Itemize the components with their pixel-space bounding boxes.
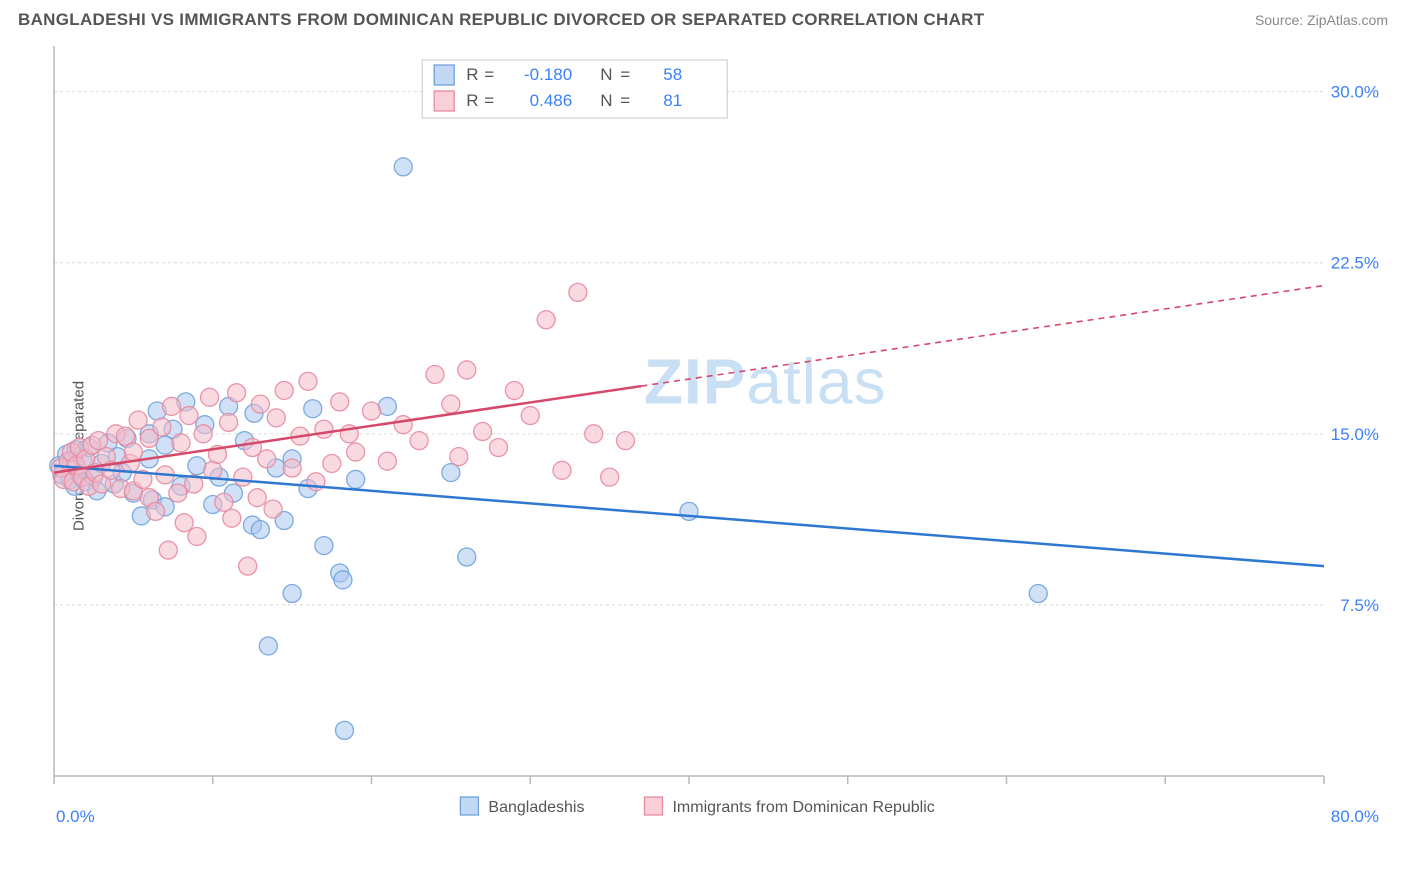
point-dominican [474, 423, 492, 441]
point-bangladeshis [378, 397, 396, 415]
point-dominican [275, 381, 293, 399]
y-tick-label: 15.0% [1331, 425, 1379, 444]
chart-source: Source: ZipAtlas.com [1255, 12, 1388, 28]
point-dominican [248, 489, 266, 507]
point-dominican [617, 432, 635, 450]
point-bangladeshis [394, 158, 412, 176]
point-dominican [490, 439, 508, 457]
chart-header: BANGLADESHI VS IMMIGRANTS FROM DOMINICAN… [0, 0, 1406, 36]
scatter-plot: 7.5% 15.0% 22.5% 30.0% 0.0% 80.0% ZIPatlas R = -0… [44, 36, 1384, 836]
point-dominican [331, 393, 349, 411]
point-dominican [124, 443, 142, 461]
chart-title: BANGLADESHI VS IMMIGRANTS FROM DOMINICAN… [18, 10, 984, 30]
point-dominican [363, 402, 381, 420]
chart-area: Divorced or Separated 7.5%15.0%22.5%30.0… [0, 36, 1406, 876]
point-dominican [394, 416, 412, 434]
point-dominican [153, 418, 171, 436]
r-legend-n-value-dominican: 81 [663, 91, 682, 110]
point-dominican [116, 427, 134, 445]
legend-swatch-dominican [644, 797, 662, 815]
point-dominican [347, 443, 365, 461]
point-dominican [267, 409, 285, 427]
point-dominican [201, 388, 219, 406]
point-dominican [180, 407, 198, 425]
point-dominican [569, 283, 587, 301]
point-bangladeshis [347, 470, 365, 488]
point-dominican [315, 420, 333, 438]
r-legend-eq: = [484, 91, 494, 110]
point-dominican [239, 557, 257, 575]
point-dominican [299, 372, 317, 390]
point-dominican [175, 514, 193, 532]
point-dominican [553, 461, 571, 479]
r-legend-eq: = [620, 65, 630, 84]
legend-label-dominican: Immigrants from Dominican Republic [672, 799, 934, 816]
point-dominican [585, 425, 603, 443]
point-bangladeshis [458, 548, 476, 566]
point-bangladeshis [442, 464, 460, 482]
x-tick-label-min: 0.0% [56, 807, 95, 826]
point-bangladeshis [336, 721, 354, 739]
point-dominican [234, 468, 252, 486]
point-bangladeshis [188, 457, 206, 475]
point-dominican [215, 493, 233, 511]
legend-swatch-bangladeshis [460, 797, 478, 815]
point-dominican [426, 366, 444, 384]
point-dominican [601, 468, 619, 486]
point-dominican [458, 361, 476, 379]
r-legend-r-label: R [466, 91, 478, 110]
point-dominican [323, 454, 341, 472]
point-dominican [264, 500, 282, 518]
point-dominican [147, 502, 165, 520]
point-bangladeshis [315, 537, 333, 555]
point-dominican [378, 452, 396, 470]
point-bangladeshis [259, 637, 277, 655]
r-legend-r-value-bangladeshis: -0.180 [524, 65, 572, 84]
source-label: Source: [1255, 12, 1303, 28]
watermark: ZIPatlas [644, 346, 887, 418]
point-dominican [251, 395, 269, 413]
r-legend-swatch-bangladeshis [434, 65, 454, 85]
r-legend-r-label: R [466, 65, 478, 84]
regression-line-dominican-extrapolated [641, 286, 1324, 387]
r-legend-eq: = [484, 65, 494, 84]
point-dominican [521, 407, 539, 425]
point-dominican [159, 541, 177, 559]
legend-label-bangladeshis: Bangladeshis [488, 799, 584, 816]
r-legend-r-value-dominican: 0.486 [530, 91, 573, 110]
y-tick-label: 22.5% [1331, 254, 1379, 273]
point-bangladeshis [334, 571, 352, 589]
point-dominican [258, 450, 276, 468]
y-tick-label: 30.0% [1331, 83, 1379, 102]
point-bangladeshis [251, 521, 269, 539]
point-bangladeshis [304, 400, 322, 418]
point-dominican [228, 384, 246, 402]
x-tick-label-max: 80.0% [1331, 807, 1379, 826]
regression-line-bangladeshis [54, 466, 1324, 566]
r-legend-n-label: N [600, 91, 612, 110]
r-legend-eq: = [620, 91, 630, 110]
r-legend-n-value-bangladeshis: 58 [663, 65, 682, 84]
point-dominican [220, 413, 238, 431]
point-dominican [442, 395, 460, 413]
point-dominican [505, 381, 523, 399]
point-dominican [410, 432, 428, 450]
point-dominican [172, 434, 190, 452]
y-tick-label: 7.5% [1340, 596, 1379, 615]
r-legend-n-label: N [600, 65, 612, 84]
point-dominican [223, 509, 241, 527]
point-dominican [188, 527, 206, 545]
point-dominican [162, 397, 180, 415]
point-dominican [450, 448, 468, 466]
point-dominican [89, 432, 107, 450]
point-dominican [194, 425, 212, 443]
r-legend-swatch-dominican [434, 91, 454, 111]
point-dominican [169, 484, 187, 502]
point-dominican [129, 411, 147, 429]
point-dominican [537, 311, 555, 329]
point-bangladeshis [283, 585, 301, 603]
point-bangladeshis [1029, 585, 1047, 603]
point-dominican [283, 459, 301, 477]
source-name: ZipAtlas.com [1307, 12, 1388, 28]
